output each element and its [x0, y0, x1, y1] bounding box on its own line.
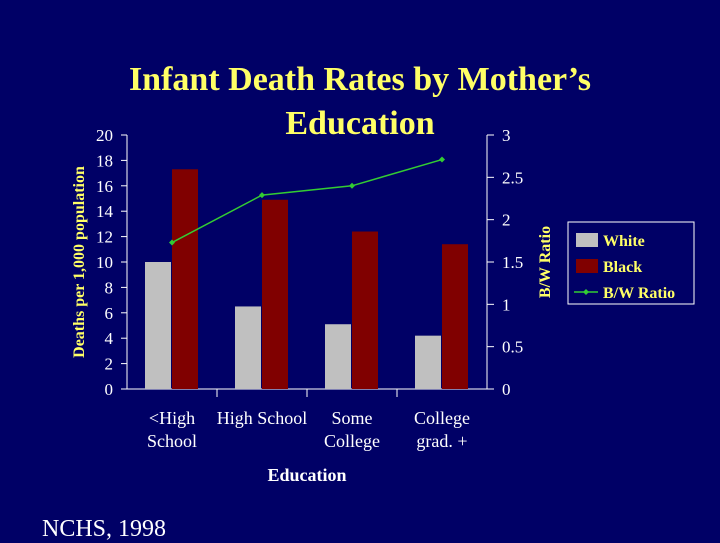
bar-white-2 — [325, 324, 351, 389]
legend-swatch-black — [576, 259, 598, 273]
y-tick-label: 6 — [105, 304, 114, 323]
x-tick-label: High School — [217, 408, 308, 428]
x-tick-label: School — [147, 431, 197, 451]
chart-title-line-1: Infant Death Rates by Mother’s — [128, 61, 592, 98]
y-tick-label: 14 — [96, 202, 114, 221]
y-tick-label: 8 — [105, 278, 114, 297]
chart-title: Infant Death Rates by Mother’s Education — [60, 58, 660, 146]
y-tick-label: 18 — [96, 151, 113, 170]
legend-label: B/W Ratio — [603, 285, 675, 302]
y2-tick-label: 0.5 — [502, 338, 523, 357]
x-axis-title: Education — [267, 465, 346, 485]
legend-label: Black — [603, 259, 642, 276]
x-tick-label: grad. + — [416, 431, 467, 451]
ratio-point-2 — [349, 182, 355, 189]
bar-white-0 — [145, 262, 171, 389]
y2-tick-label: 1 — [502, 295, 511, 314]
x-tick-label: College — [324, 431, 380, 451]
y2-axis-title: B/W Ratio — [537, 226, 554, 298]
bar-black-2 — [352, 231, 378, 389]
bar-black-3 — [442, 244, 468, 389]
y-tick-label: 10 — [96, 253, 113, 272]
legend-swatch-ratio-marker — [583, 289, 589, 295]
bar-black-0 — [172, 169, 198, 389]
y2-tick-label: 2.5 — [502, 168, 523, 187]
ratio-point-3 — [439, 156, 445, 163]
y-tick-label: 4 — [105, 329, 114, 348]
y2-tick-label: 2 — [502, 211, 511, 230]
ratio-line — [171, 158, 443, 244]
y-tick-label: 0 — [105, 380, 114, 399]
ratio-point-1 — [259, 192, 265, 199]
ratio-point-0 — [169, 239, 175, 246]
legend-label: White — [603, 233, 645, 250]
y2-tick-label: 3 — [502, 126, 511, 145]
source-label: NCHS, 1998 — [42, 516, 167, 542]
bar-black-1 — [262, 199, 288, 389]
y2-tick-label: 1.5 — [502, 253, 523, 272]
y2-tick-label: 0 — [502, 380, 511, 399]
y-tick-label: 16 — [96, 177, 113, 196]
bar-white-3 — [415, 335, 441, 389]
chart-title-line-2: Education — [285, 105, 435, 142]
y-tick-label: 12 — [96, 228, 113, 247]
x-tick-label: College — [414, 408, 470, 428]
x-tick-label: Some — [331, 408, 372, 428]
y-tick-label: 2 — [105, 355, 114, 374]
legend-swatch-white — [576, 233, 598, 247]
bar-white-1 — [235, 306, 261, 389]
legend-box — [567, 221, 695, 305]
x-tick-label: <High — [149, 408, 195, 428]
y-tick-label: 20 — [96, 126, 113, 145]
y-axis-title: Deaths per 1,000 population — [71, 166, 88, 358]
